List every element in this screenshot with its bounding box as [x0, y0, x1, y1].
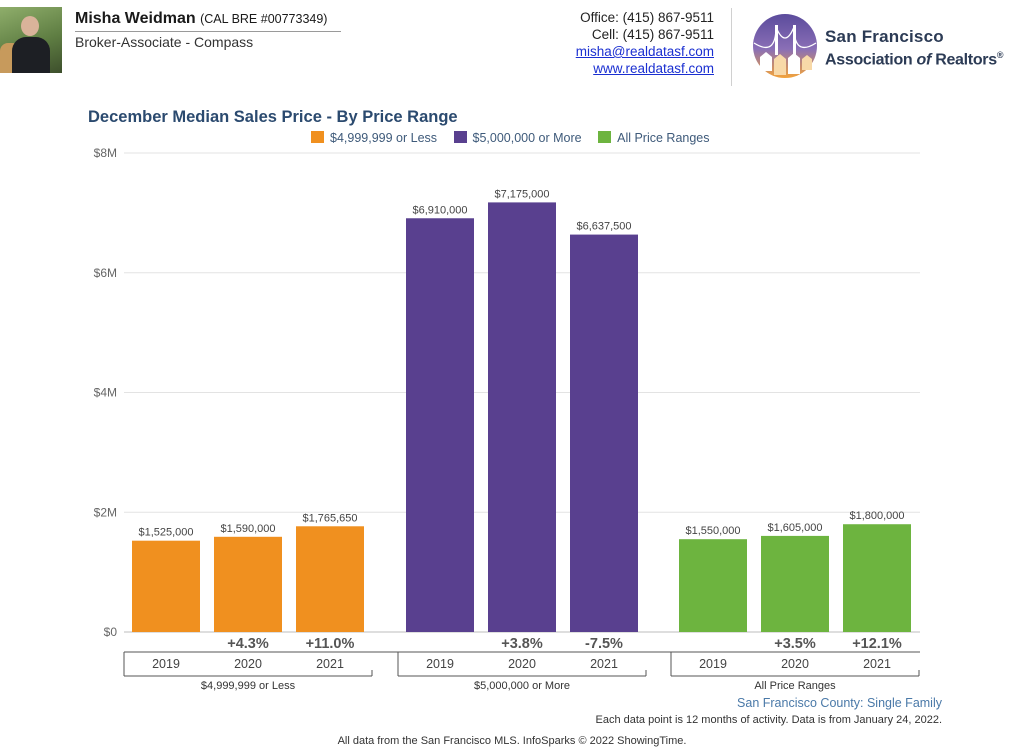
group-label: $4,999,999 or Less — [201, 680, 296, 692]
county-note: San Francisco County: Single Family — [737, 696, 942, 710]
group-label: All Price Ranges — [754, 680, 836, 692]
page-header: Misha Weidman (CAL BRE #00773349) Broker… — [0, 0, 1024, 100]
bar-value-label: $6,910,000 — [412, 204, 467, 216]
bar — [214, 536, 282, 632]
bar-value-label: $1,765,650 — [302, 512, 357, 524]
change-label: +4.3% — [227, 636, 269, 652]
chart-title: December Median Sales Price - By Price R… — [88, 108, 458, 126]
x-tick-label: 2019 — [426, 657, 454, 671]
avatar — [0, 7, 62, 73]
y-tick-label: $8M — [94, 146, 117, 160]
x-tick-label: 2019 — [699, 657, 727, 671]
bar — [843, 524, 911, 632]
bar — [406, 218, 474, 633]
bar — [132, 540, 200, 632]
bar-value-label: $1,590,000 — [220, 523, 275, 535]
y-tick-label: $4M — [94, 386, 117, 400]
x-tick-label: 2020 — [781, 657, 809, 671]
bar-value-label: $1,605,000 — [767, 522, 822, 534]
email-link[interactable]: misha@realdatasf.com — [575, 44, 714, 59]
cell-phone: Cell: (415) 867-9511 — [591, 27, 714, 42]
legend-swatch — [311, 131, 324, 143]
legend-item-all-ranges[interactable]: All Price Ranges — [598, 131, 710, 145]
contact-info: Office: (415) 867-9511 Cell: (415) 867-9… — [576, 9, 714, 77]
source-note: All data from the San Francisco MLS. Inf… — [337, 735, 687, 747]
association-logo-icon — [753, 14, 817, 78]
agent-name-text: Misha Weidman — [75, 10, 196, 27]
office-phone: Office: (415) 867-9511 — [580, 10, 714, 25]
x-tick-label: 2021 — [863, 657, 891, 671]
agent-title: Broker-Associate - Compass — [75, 34, 254, 50]
y-tick-label: $0 — [104, 625, 118, 639]
agent-license: (CAL BRE #00773349) — [200, 12, 328, 26]
change-label: +3.8% — [501, 636, 543, 652]
y-tick-label: $2M — [94, 505, 117, 519]
agent-name: Misha Weidman (CAL BRE #00773349) — [75, 10, 327, 28]
bar-value-label: $7,175,000 — [494, 188, 549, 200]
bar-value-label: $1,800,000 — [849, 510, 904, 522]
bar — [761, 535, 829, 632]
header-divider — [731, 8, 732, 86]
logo-line-1: San Francisco — [825, 27, 944, 46]
group-label: $5,000,000 or More — [474, 680, 570, 692]
legend-item-under-5m[interactable]: $4,999,999 or Less — [311, 131, 437, 145]
chart-legend: $4,999,999 or Less $5,000,000 or More Al… — [311, 131, 723, 147]
activity-note: Each data point is 12 months of activity… — [595, 714, 942, 726]
change-label: +3.5% — [774, 636, 816, 652]
association-logo-text: San Francisco Association of Realtors® — [825, 27, 1004, 69]
change-label: +11.0% — [306, 636, 355, 652]
y-tick-label: $6M — [94, 266, 117, 280]
change-label: -7.5% — [585, 636, 623, 652]
logo-line-2: Association of Realtors® — [825, 50, 1004, 69]
bar — [296, 526, 364, 632]
legend-swatch — [453, 131, 467, 143]
bar — [488, 202, 556, 632]
x-tick-label: 2020 — [234, 657, 262, 671]
x-tick-label: 2021 — [316, 657, 344, 671]
bar — [679, 539, 747, 632]
bar-value-label: $1,525,000 — [138, 527, 193, 539]
x-tick-label: 2021 — [590, 657, 618, 671]
x-tick-label: 2020 — [508, 657, 536, 671]
legend-item-over-5m[interactable]: $5,000,000 or More — [453, 131, 582, 145]
x-tick-label: 2019 — [152, 657, 180, 671]
bar-value-label: $6,637,500 — [576, 221, 631, 233]
website-link[interactable]: www.realdatasf.com — [593, 61, 714, 76]
name-divider — [75, 31, 341, 32]
legend-swatch — [598, 131, 612, 143]
bar — [570, 234, 638, 632]
change-label: +12.1% — [852, 636, 902, 652]
bar-value-label: $1,550,000 — [685, 525, 740, 537]
